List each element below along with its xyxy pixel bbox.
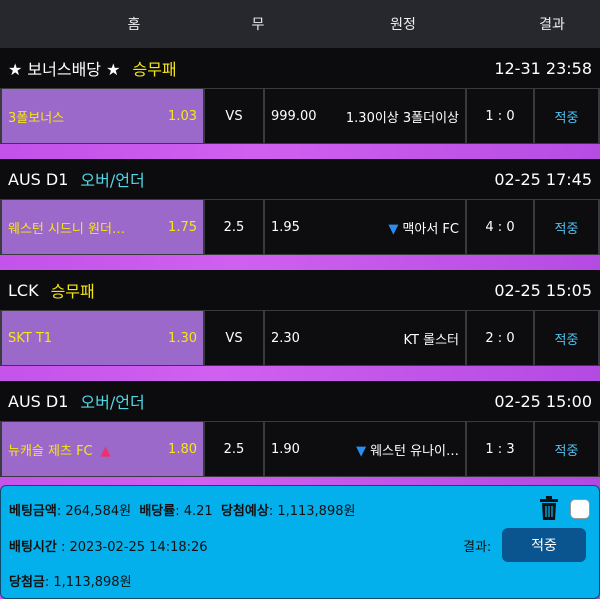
away-team: 1.30이상 3폴더이상 xyxy=(345,110,459,126)
home-cell[interactable]: 뉴캐슬 제츠 FC ▲ 1.80 xyxy=(2,422,203,476)
draw-cell[interactable]: 2.5 xyxy=(205,200,263,254)
away-odds: 1.90 xyxy=(271,441,300,457)
summary-line-payout: 당첨금: 1,113,898원 xyxy=(9,575,132,590)
group-header: AUS D1 오버/언더 02-25 17:45 xyxy=(0,159,600,199)
odds-value: 4.21 xyxy=(183,504,213,519)
result-cell: 적중 xyxy=(535,422,598,476)
home-team: 뉴캐슬 제츠 FC xyxy=(8,443,93,459)
bet-time-label: 배팅시간 xyxy=(9,540,57,555)
home-odds: 1.75 xyxy=(168,219,197,235)
home-team: 웨스턴 시드니 원더… xyxy=(8,221,125,237)
away-cell[interactable]: 1.90 ▼ 웨스턴 유나이… xyxy=(265,422,465,476)
header-result: 결과 xyxy=(539,17,565,33)
odds-label: 배당률 xyxy=(139,504,176,519)
result-cell: 적중 xyxy=(535,311,598,365)
market-type: 오버/언더 xyxy=(80,171,145,190)
bet-row: 3폴보너스 1.03 VS 999.00 1.30이상 3폴더이상 1 : 0 적중 xyxy=(0,88,600,144)
group-header: AUS D1 오버/언더 02-25 15:00 xyxy=(0,381,600,421)
bet-row: 웨스턴 시드니 원더… 1.75 2.5 1.95 ▼ 맥아서 FC 4 : 0 적중 xyxy=(0,199,600,255)
away-cell[interactable]: 1.95 ▼ 맥아서 FC xyxy=(265,200,465,254)
payout-label: 당첨금 xyxy=(9,575,45,590)
bet-group: ★ 보너스배당 ★ 승무패 12-31 23:58 3폴보너스 1.03 VS 999.00… xyxy=(0,48,600,144)
away-team: 맥아서 FC xyxy=(402,221,459,237)
down-arrow-icon: ▼ xyxy=(388,221,399,237)
away-team-wrap: 1.30이상 3폴더이상 xyxy=(346,107,459,126)
away-cell[interactable]: 2.30 KT 롤스터 xyxy=(265,311,465,365)
bet-time: 2023-02-25 14:18:26 xyxy=(69,540,208,555)
result-button[interactable]: 적중 xyxy=(502,528,586,562)
bet-summary-panel: 베팅금액: 264,584원 배당률: 4.21 당첨예상: 1,113,898… xyxy=(0,485,600,599)
expected-label: 당첨예상 xyxy=(220,504,269,519)
group-header: ★ 보너스배당 ★ 승무패 12-31 23:58 xyxy=(0,48,600,88)
home-team-wrap: SKT T1 xyxy=(8,331,52,346)
draw-cell[interactable]: VS xyxy=(205,311,263,365)
market-type: 오버/언더 xyxy=(80,393,145,412)
away-team-wrap: KT 롤스터 xyxy=(404,329,459,348)
market-type: 승무패 xyxy=(50,282,95,301)
bet-amount: 264,584원 xyxy=(65,504,132,519)
summary-line-time: 배팅시간 : 2023-02-25 14:18:26 xyxy=(9,540,208,555)
league-name: ★ 보너스배당 ★ xyxy=(8,60,121,79)
summary-line-amounts: 베팅금액: 264,584원 배당률: 4.21 당첨예상: 1,113,898… xyxy=(9,504,356,519)
bet-group: LCK 승무패 02-25 15:05 SKT T1 1.30 VS 2.30 KT 롤스터 2… xyxy=(0,270,600,366)
result-label: 결과: xyxy=(463,540,492,555)
column-header: 홈 무 원정 결과 xyxy=(0,0,600,48)
away-odds: 1.95 xyxy=(271,219,300,235)
away-team-wrap: ▼ 맥아서 FC xyxy=(388,218,459,237)
bet-group: AUS D1 오버/언더 02-25 17:45 웨스턴 시드니 원더… 1.75 2.5… xyxy=(0,159,600,255)
bet-row: SKT T1 1.30 VS 2.30 KT 롤스터 2 : 0 적중 xyxy=(0,310,600,366)
result-cell: 적중 xyxy=(535,89,598,143)
header-draw: 무 xyxy=(251,17,265,33)
bet-amount-label: 베팅금액 xyxy=(9,504,57,519)
match-datetime: 02-25 15:00 xyxy=(494,391,592,411)
home-odds: 1.03 xyxy=(168,108,197,124)
score-cell: 2 : 0 xyxy=(467,311,533,365)
payout-value: 1,113,898원 xyxy=(53,575,132,590)
away-team-wrap: ▼ 웨스턴 유나이… xyxy=(356,440,459,459)
group-header: LCK 승무패 02-25 15:05 xyxy=(0,270,600,310)
home-cell[interactable]: 웨스턴 시드니 원더… 1.75 xyxy=(2,200,203,254)
home-team: 3폴보너스 xyxy=(8,110,65,126)
up-arrow-icon: ▲ xyxy=(100,443,111,459)
draw-cell[interactable]: VS xyxy=(205,89,263,143)
match-datetime: 12-31 23:58 xyxy=(494,58,592,78)
select-checkbox[interactable] xyxy=(570,499,590,519)
away-team: KT 롤스터 xyxy=(403,332,459,348)
match-datetime: 02-25 17:45 xyxy=(494,169,592,189)
match-datetime: 02-25 15:05 xyxy=(494,280,592,300)
score-cell: 1 : 0 xyxy=(467,89,533,143)
bet-group: AUS D1 오버/언더 02-25 15:00 뉴캐슬 제츠 FC ▲ 1.80 2.5 1… xyxy=(0,381,600,477)
expected-value: 1,113,898원 xyxy=(277,504,356,519)
home-odds: 1.80 xyxy=(168,441,197,457)
away-odds: 999.00 xyxy=(271,108,317,124)
bet-list: ★ 보너스배당 ★ 승무패 12-31 23:58 3폴보너스 1.03 VS 999.00… xyxy=(0,48,600,477)
away-team: 웨스턴 유나이… xyxy=(370,443,459,459)
home-team: SKT T1 xyxy=(8,330,53,346)
away-cell[interactable]: 999.00 1.30이상 3폴더이상 xyxy=(265,89,465,143)
result-cell: 적중 xyxy=(535,200,598,254)
trash-icon[interactable] xyxy=(539,496,559,520)
header-away: 원정 xyxy=(390,17,416,33)
league-name: LCK xyxy=(8,280,39,300)
score-cell: 1 : 3 xyxy=(467,422,533,476)
home-team-wrap: 3폴보너스 xyxy=(8,107,64,126)
home-cell[interactable]: 3폴보너스 1.03 xyxy=(2,89,203,143)
home-cell[interactable]: SKT T1 1.30 xyxy=(2,311,203,365)
home-team-wrap: 뉴캐슬 제츠 FC ▲ xyxy=(8,440,111,459)
draw-cell[interactable]: 2.5 xyxy=(205,422,263,476)
away-odds: 2.30 xyxy=(271,330,300,346)
score-cell: 4 : 0 xyxy=(467,200,533,254)
bet-row: 뉴캐슬 제츠 FC ▲ 1.80 2.5 1.90 ▼ 웨스턴 유나이… 1 : 3 적중 xyxy=(0,421,600,477)
home-odds: 1.30 xyxy=(168,330,197,346)
market-type: 승무패 xyxy=(132,60,177,79)
header-home: 홈 xyxy=(127,17,141,33)
down-arrow-icon: ▼ xyxy=(356,443,367,459)
home-team-wrap: 웨스턴 시드니 원더… xyxy=(8,218,125,237)
league-name: AUS D1 xyxy=(8,169,69,189)
league-name: AUS D1 xyxy=(8,391,69,411)
